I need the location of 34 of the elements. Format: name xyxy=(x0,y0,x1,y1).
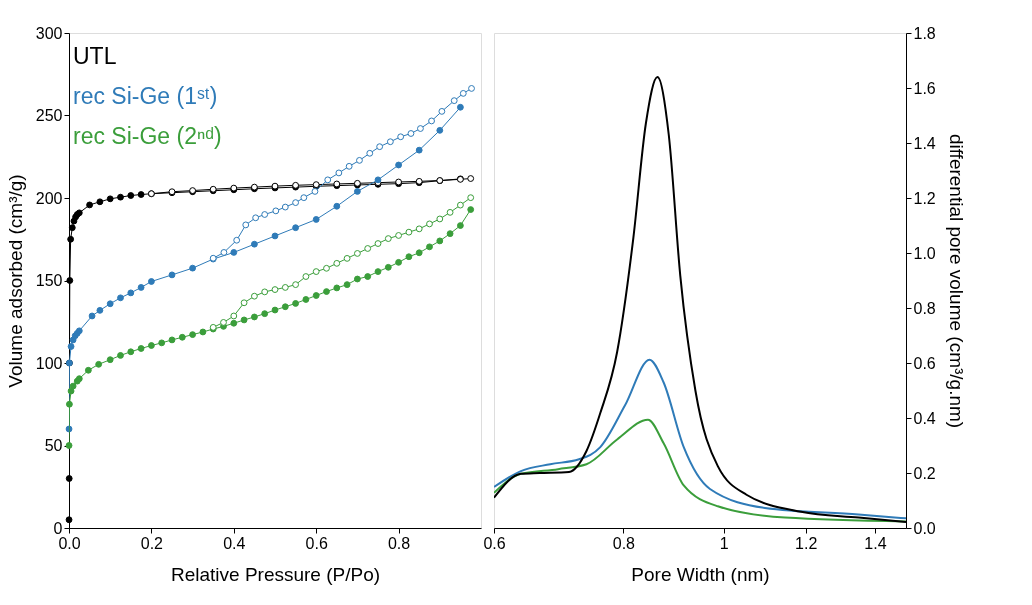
y-tick-label: 1.8 xyxy=(913,24,936,42)
x-tick-label: 0.6 xyxy=(483,534,506,552)
y-tick-label: 0.6 xyxy=(913,354,936,372)
y-tick-label: 1.4 xyxy=(913,134,936,152)
text: rec Si-Ge (2ⁿᵈ) xyxy=(73,123,222,149)
y-tick-label: 1.6 xyxy=(913,79,936,97)
x-tick-label: 1.4 xyxy=(864,534,887,552)
y-tick-label: 0.0 xyxy=(913,519,936,537)
y-tick-label: 200 xyxy=(35,189,63,207)
text: rec Si-Ge (1ˢᵗ) xyxy=(73,83,218,109)
y-tick-label: 0.8 xyxy=(913,299,936,317)
x-tick-label: 0.2 xyxy=(140,534,164,552)
x-tick-label: 0.8 xyxy=(612,534,636,552)
y-axis-title: Volume adsorbed (cm³/g) xyxy=(4,174,26,388)
y-tick-label: 100 xyxy=(35,354,63,372)
y-tick-label: 0 xyxy=(53,519,63,537)
x-tick-label: 0.4 xyxy=(223,534,246,552)
x-axis-title: Pore Width (nm) xyxy=(631,563,770,585)
y-tick-label: 1.2 xyxy=(913,189,936,207)
y-tick-label: 300 xyxy=(35,24,63,42)
x-tick-label: 1 xyxy=(719,534,729,552)
y-tick-label: 150 xyxy=(35,272,63,289)
y-tick-label: 250 xyxy=(35,107,63,124)
x-tick-label: 0.0 xyxy=(58,534,81,552)
x-tick-label: 0.6 xyxy=(305,534,328,552)
x-tick-label: 0.8 xyxy=(387,534,411,552)
y-tick-label: 1.0 xyxy=(913,244,936,262)
y-axis-title: differential pore volume (cm³/g.nm) xyxy=(945,133,967,429)
y-tick-label: 50 xyxy=(44,437,63,454)
y-tick-label: 0.4 xyxy=(913,409,936,427)
y-tick-label: 0.2 xyxy=(913,464,936,482)
x-tick-label: 1.2 xyxy=(795,534,818,552)
text: UTL xyxy=(73,43,117,69)
x-axis-title: Relative Pressure (P/Po) xyxy=(170,563,381,585)
